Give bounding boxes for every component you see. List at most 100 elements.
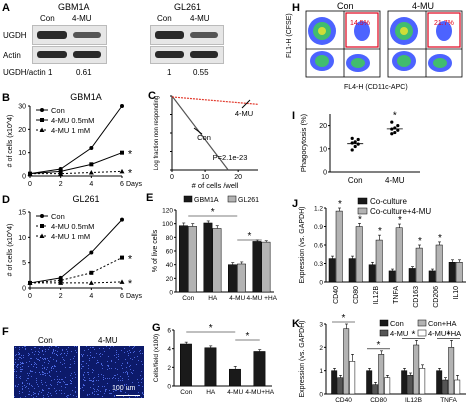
bar <box>388 270 396 283</box>
cell-nucleus <box>18 354 20 356</box>
panel-k-letter: K <box>292 318 300 330</box>
cell-nucleus <box>75 396 77 398</box>
cell-nucleus <box>26 377 28 379</box>
bar <box>384 377 391 395</box>
cell-nucleus <box>94 348 96 350</box>
cell-nucleus <box>67 347 69 349</box>
bar <box>415 247 423 283</box>
y-tick-label: 0 <box>167 384 171 391</box>
micrograph-4mu <box>80 346 144 398</box>
lane-label-con-1: Con <box>40 14 55 23</box>
cell-nucleus <box>119 391 121 393</box>
cell-nucleus <box>48 396 50 398</box>
cell-nucleus <box>41 381 43 383</box>
flow-percent-con: 14.5% <box>350 20 370 27</box>
cell-nucleus <box>35 395 37 397</box>
flow-percent-4mu: 21.7% <box>434 20 454 27</box>
cell-nucleus <box>31 375 33 377</box>
cell-nucleus <box>108 348 110 349</box>
cell-nucleus <box>47 372 49 374</box>
cell-nucleus <box>19 361 21 363</box>
band <box>155 31 184 39</box>
cell-nucleus <box>96 352 98 354</box>
cell-nucleus <box>19 396 21 398</box>
cell-nucleus <box>71 377 73 379</box>
cell-nucleus <box>73 361 75 363</box>
bar <box>407 375 414 395</box>
legend-label: Con <box>51 212 65 221</box>
cell-nucleus <box>16 365 18 367</box>
cell-nucleus <box>101 367 103 369</box>
cell-nucleus <box>49 387 51 389</box>
bar <box>455 262 463 283</box>
cell-nucleus <box>102 395 104 397</box>
cell-nucleus <box>91 391 93 393</box>
cell-nucleus <box>53 351 55 353</box>
y-tick-label: 5 <box>22 260 26 267</box>
cell-nucleus <box>57 376 59 378</box>
cell-nucleus <box>71 381 73 383</box>
bar <box>355 226 363 283</box>
chart-k-expression-ha: 0 1 2 3 Expression (vs. GAPDH) CD40 CD80 IL12B T… <box>299 313 466 404</box>
y-tick-label: 0.9 <box>314 224 323 231</box>
cell-nucleus <box>142 378 144 380</box>
cell-nucleus <box>18 364 20 366</box>
series-line <box>29 219 123 284</box>
cell-nucleus <box>19 349 21 351</box>
chart-g-cells-per-field: 0 2 4 6 Cells/field (x100) Con HA 4-MU 4-MU+HA * * <box>153 323 275 396</box>
significance-star: * <box>128 254 133 266</box>
cell-nucleus <box>58 346 60 348</box>
cell-nucleus <box>69 367 71 369</box>
cell-nucleus <box>103 379 105 381</box>
cell-nucleus <box>43 390 44 392</box>
cell-nucleus <box>40 374 42 376</box>
x-axis-label: Days <box>126 181 142 188</box>
cell-nucleus <box>114 354 116 356</box>
cell-nucleus <box>26 372 28 374</box>
row-label-actin: Actin <box>3 51 21 60</box>
cell-nucleus <box>66 384 68 386</box>
cell-nucleus <box>110 392 112 394</box>
x-tick-label: 6 <box>120 181 124 188</box>
cell-nucleus <box>19 354 21 356</box>
significance-star: * <box>128 167 133 179</box>
cell-nucleus <box>34 354 36 356</box>
cell-nucleus <box>35 351 37 353</box>
cell-nucleus <box>15 371 17 373</box>
blot-actin-gl261 <box>150 46 224 64</box>
cell-nucleus <box>55 349 57 351</box>
flow-density <box>397 55 411 67</box>
cell-nucleus <box>41 365 43 367</box>
data-point <box>353 144 357 149</box>
cell-nucleus <box>82 374 84 376</box>
cell-nucleus <box>33 387 35 389</box>
cell-nucleus <box>51 395 53 397</box>
cell-nucleus <box>19 353 21 355</box>
cell-nucleus <box>26 386 28 388</box>
cell-nucleus <box>63 381 65 383</box>
cell-nucleus <box>142 391 144 393</box>
cell-nucleus <box>64 363 66 365</box>
cell-nucleus <box>115 351 117 353</box>
significance-star: * <box>342 313 346 324</box>
cell-nucleus <box>82 389 84 391</box>
cell-nucleus <box>81 387 83 389</box>
cell-nucleus <box>21 355 23 357</box>
cell-nucleus <box>140 371 142 373</box>
cell-nucleus <box>41 371 43 373</box>
bar <box>378 354 385 395</box>
cell-nucleus <box>91 372 93 374</box>
legend-label: 4-MU+HA <box>428 329 461 338</box>
y-tick-label: 10 <box>319 146 327 153</box>
x-tick-label: Con <box>182 295 194 302</box>
cell-nucleus <box>113 385 115 387</box>
bar <box>237 263 246 293</box>
cell-nucleus <box>90 355 92 357</box>
y-axis-label: Phagocytosis (%) <box>299 113 308 172</box>
cell-nucleus <box>101 363 103 365</box>
flow-density <box>400 27 408 35</box>
micro-title-con: Con <box>38 336 53 345</box>
lane-label-con-2: Con <box>157 14 172 23</box>
y-tick-label: 0 <box>169 290 173 297</box>
cell-nucleus <box>47 388 49 390</box>
